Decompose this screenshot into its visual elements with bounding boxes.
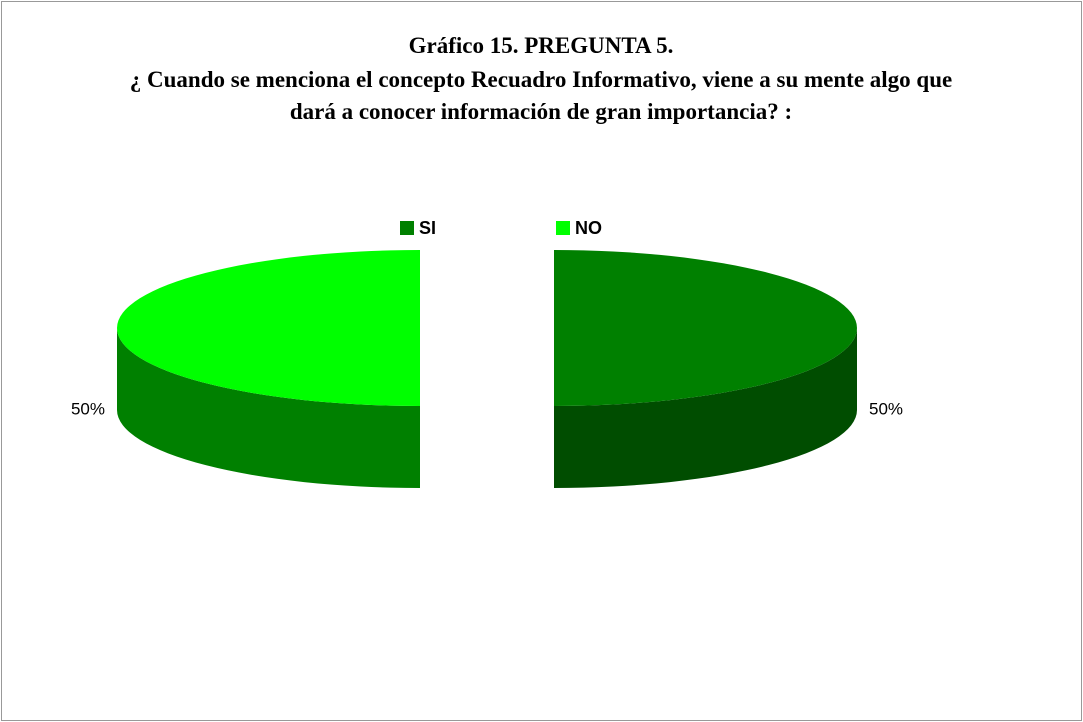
slice-side — [117, 328, 420, 488]
chart-title: Gráfico 15. PREGUNTA 5. — [408, 33, 674, 58]
slice-side — [554, 328, 857, 488]
data-label: 50% — [71, 399, 105, 418]
slice-top — [117, 250, 420, 406]
legend-swatch — [400, 221, 414, 235]
legend-label: SI — [419, 218, 436, 238]
slice-top — [554, 250, 857, 406]
data-label: 50% — [869, 399, 903, 418]
legend-swatch — [556, 221, 570, 235]
legend-label: NO — [575, 218, 602, 238]
chart-subtitle: ¿ Cuando se menciona el concepto Recuadr… — [129, 67, 953, 124]
